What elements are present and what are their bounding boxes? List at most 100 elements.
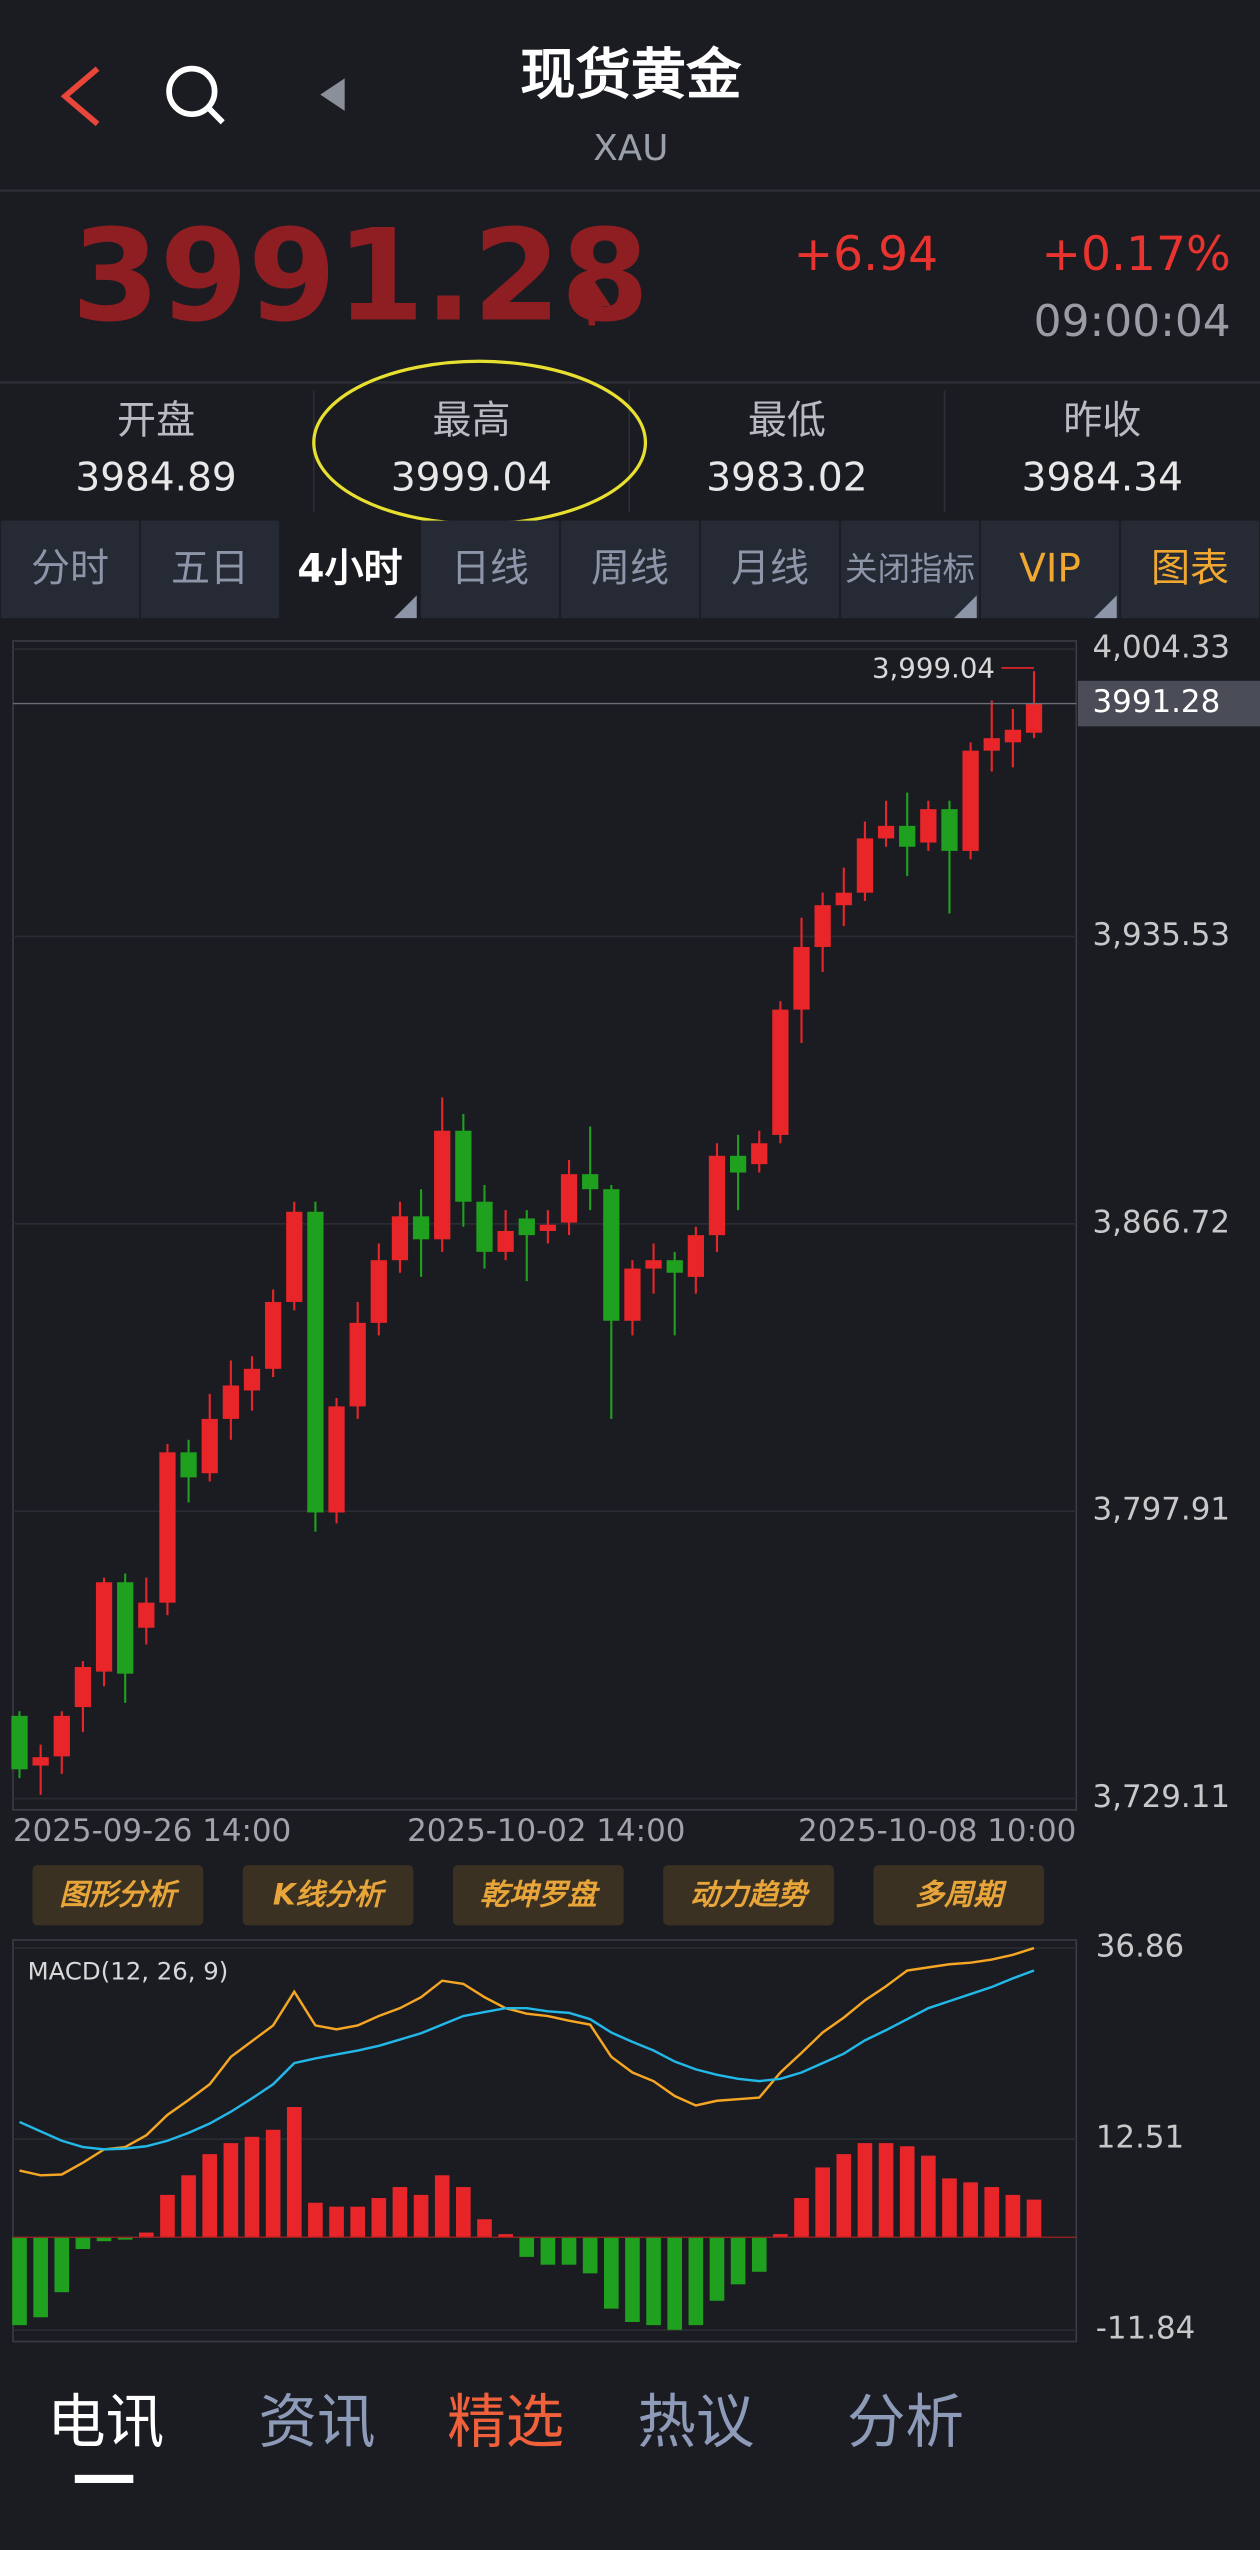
y-tick-label: 12.51: [1096, 2120, 1184, 2156]
candle-body: [856, 838, 874, 893]
candle-body: [518, 1218, 535, 1236]
candle-body: [11, 1715, 28, 1770]
candle-body: [349, 1322, 366, 1407]
candle-body: [941, 809, 958, 851]
period-tab[interactable]: 4小时: [280, 520, 420, 619]
quote-time: 09:00:04: [1034, 296, 1231, 347]
macd-bar: [603, 2237, 619, 2309]
stat-label: 昨收: [1063, 399, 1141, 444]
tool-label: 图形分析: [59, 1878, 180, 1912]
tab-background: [1120, 520, 1260, 619]
macd-bar: [519, 2237, 535, 2257]
macd-bar: [286, 2107, 302, 2238]
macd-bar: [139, 2232, 154, 2238]
macd-bar: [963, 2182, 978, 2238]
period-tab[interactable]: 关闭指标: [840, 520, 980, 619]
macd-bar: [202, 2154, 218, 2238]
candle-body: [476, 1201, 493, 1252]
candle-body: [159, 1452, 176, 1603]
y-tick-label: 3,797.91: [1093, 1492, 1231, 1528]
macd-line: [19, 1946, 1035, 2177]
news-tab[interactable]: 精选: [447, 2388, 564, 2456]
candle-body: [455, 1130, 472, 1202]
candle-body: [772, 1009, 789, 1135]
macd-bar: [878, 2143, 894, 2238]
macd-bar: [751, 2237, 767, 2272]
candle-body: [286, 1211, 303, 1302]
period-tab[interactable]: 月线: [700, 520, 840, 619]
stat-value: 3984.89: [75, 455, 236, 500]
max-marker-label: 3,999.04: [872, 652, 995, 685]
macd-bar: [942, 2178, 957, 2238]
macd-bar: [836, 2154, 852, 2238]
tab-label: 周线: [591, 547, 669, 592]
candle-body: [222, 1385, 239, 1419]
candle-body: [243, 1368, 261, 1391]
tool-button[interactable]: 多周期: [873, 1865, 1045, 1926]
candle-body: [877, 825, 895, 839]
candle-body: [539, 1224, 557, 1231]
search-icon: [166, 65, 218, 118]
period-tab[interactable]: 分时: [0, 520, 140, 619]
tab-corner: [1093, 595, 1117, 619]
prev-button[interactable]: [320, 78, 345, 111]
period-tab[interactable]: 五日: [140, 520, 280, 619]
tab-label: 图表: [1151, 547, 1229, 592]
candle-body: [201, 1418, 218, 1474]
candle-body: [920, 809, 937, 843]
stat-label: 最高: [432, 399, 510, 444]
stat-label: 开盘: [117, 399, 195, 444]
chart-frame: [12, 640, 1078, 1811]
last-price-label: 3991.28: [1093, 684, 1221, 720]
candle-body: [899, 825, 916, 847]
tool-background: [242, 1865, 414, 1926]
macd-bar: [899, 2146, 915, 2238]
candle-body: [814, 905, 831, 947]
tab-label: 分时: [31, 547, 109, 592]
page-title: 现货黄金: [520, 44, 742, 108]
y-tick-label: 3,935.53: [1093, 917, 1231, 953]
news-tab[interactable]: 电讯: [47, 2388, 164, 2456]
back-button[interactable]: [60, 66, 100, 127]
search-button[interactable]: [166, 65, 225, 125]
candle-body: [1025, 703, 1043, 733]
news-tab[interactable]: 分析: [847, 2388, 964, 2456]
tab-label: 月线: [731, 547, 809, 592]
news-tab[interactable]: 热议: [637, 2388, 754, 2456]
candle-body: [307, 1211, 324, 1513]
macd-bar: [688, 2237, 704, 2326]
candle-body: [793, 946, 810, 1010]
y-tick-label: 36.86: [1096, 1929, 1184, 1965]
period-tab[interactable]: 日线: [420, 520, 560, 619]
tool-label: 动力趋势: [690, 1878, 811, 1912]
candle-body: [138, 1602, 155, 1628]
macd-bar: [921, 2155, 936, 2238]
tool-background: [452, 1865, 624, 1926]
macd-bar: [96, 2237, 112, 2242]
tool-buttons: 图形分析 K线分析 乾坤罗盘 动力趋势 多周期: [32, 1865, 1045, 1926]
tab-label: 4小时: [297, 547, 402, 592]
macd-bar: [857, 2143, 873, 2238]
macd-bar: [160, 2194, 175, 2238]
tool-button[interactable]: 图形分析: [32, 1865, 204, 1926]
macd-bar: [117, 2237, 133, 2240]
macd-bar: [308, 2202, 323, 2238]
tab-background: [980, 520, 1120, 619]
candle-body: [370, 1260, 387, 1323]
tool-button[interactable]: K线分析: [242, 1865, 414, 1926]
news-tab[interactable]: 资讯: [259, 2388, 376, 2456]
macd-bar: [794, 2198, 809, 2238]
macd-bar: [667, 2237, 683, 2330]
period-tab[interactable]: 周线: [560, 520, 700, 619]
tool-button[interactable]: 动力趋势: [663, 1865, 834, 1926]
tool-button[interactable]: 乾坤罗盘: [452, 1865, 624, 1926]
period-tab[interactable]: 图表: [1120, 520, 1260, 619]
macd-line: [19, 1969, 1035, 2151]
stats-row: 开盘 3984.89 最高 3999.04 最低 3983.02 昨收 3984.34: [75, 390, 1183, 513]
candle-body: [983, 738, 1000, 751]
macd-bar: [561, 2237, 577, 2265]
macd-bar: [646, 2237, 661, 2326]
macd-bar: [582, 2237, 598, 2274]
candle-body: [434, 1130, 451, 1240]
period-tab[interactable]: VIP: [980, 520, 1120, 619]
